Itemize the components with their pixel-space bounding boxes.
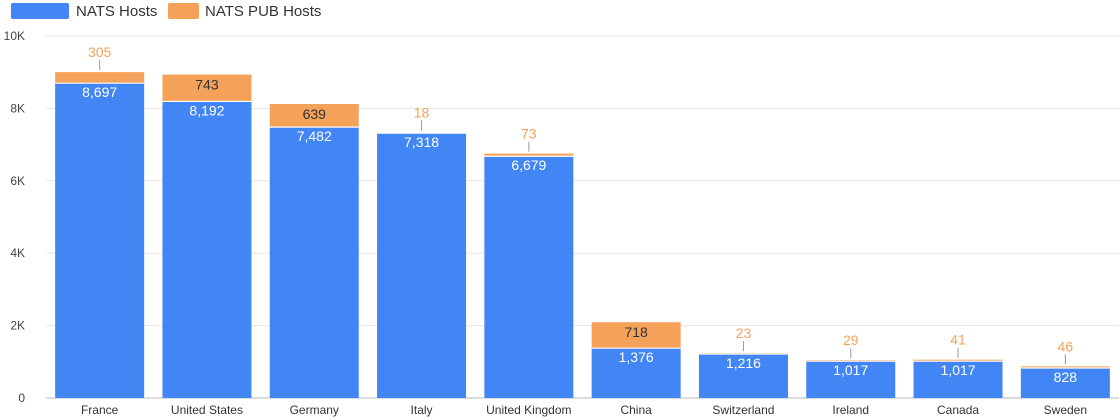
data-label-nats-pub-hosts: 718 xyxy=(624,324,648,340)
bar-nats-hosts[interactable] xyxy=(806,361,896,398)
bar-nats-hosts[interactable] xyxy=(1020,368,1110,398)
bar-nats-hosts[interactable] xyxy=(269,127,359,398)
bar-nats-hosts[interactable] xyxy=(162,101,252,399)
bar-nats-hosts[interactable] xyxy=(913,361,1003,398)
bar-nats-pub-hosts[interactable] xyxy=(913,359,1003,362)
y-tick-label: 6K xyxy=(10,174,25,188)
bar-nats-hosts[interactable] xyxy=(484,156,574,398)
bar-nats-hosts[interactable] xyxy=(591,348,681,398)
y-tick-label: 2K xyxy=(10,319,25,333)
x-tick-label-switzerland: Switzerland xyxy=(712,403,774,417)
data-label-nats-hosts: 8,697 xyxy=(82,84,117,100)
x-tick-label-germany: Germany xyxy=(290,403,339,417)
bar-group-italy[interactable]: 7,318 18 xyxy=(377,104,467,399)
data-label-nats-pub-hosts: 743 xyxy=(195,77,219,93)
x-tick-label-united-states: United States xyxy=(171,403,243,417)
data-label-nats-pub-hosts: 305 xyxy=(88,44,112,60)
data-label-nats-hosts: 1,017 xyxy=(833,362,868,378)
bar-group-france[interactable]: 8,697 305 xyxy=(55,44,145,398)
legend-swatch-nats-hosts xyxy=(11,3,69,19)
bar-group-germany[interactable]: 7,482 639 xyxy=(269,104,359,398)
data-label-nats-hosts: 828 xyxy=(1054,369,1078,385)
bar-nats-pub-hosts[interactable] xyxy=(162,74,252,102)
legend: NATS Hosts NATS PUB Hosts xyxy=(11,3,321,20)
x-tick-label-china: China xyxy=(620,403,652,417)
bar-group-sweden[interactable]: 828 46 xyxy=(1020,338,1110,398)
data-label-nats-hosts: 6,679 xyxy=(511,157,546,173)
legend-swatch-nats-pub-hosts xyxy=(168,3,199,19)
bar-group-ireland[interactable]: 1,017 29 xyxy=(806,332,896,398)
bar-nats-hosts[interactable] xyxy=(698,353,788,398)
x-tick-label-ireland: Ireland xyxy=(832,403,869,417)
bar-nats-hosts[interactable] xyxy=(377,133,467,399)
data-label-nats-hosts: 7,318 xyxy=(404,134,439,150)
bar-group-china[interactable]: 1,376 718 xyxy=(591,322,681,398)
y-tick-label: 4K xyxy=(10,246,25,260)
data-label-nats-pub-hosts: 41 xyxy=(950,332,966,348)
data-label-nats-hosts: 7,482 xyxy=(297,128,332,144)
y-tick-label: 0 xyxy=(18,391,25,405)
data-label-nats-pub-hosts: 639 xyxy=(303,106,327,122)
bar-group-united-kingdom[interactable]: 6,679 73 xyxy=(484,126,574,398)
data-label-nats-hosts: 1,017 xyxy=(941,362,976,378)
legend-label-nats-hosts: NATS Hosts xyxy=(76,3,157,20)
x-tick-label-united-kingdom: United Kingdom xyxy=(486,403,571,417)
y-tick-label: 8K xyxy=(10,101,25,115)
x-axis: France United States Germany Italy United Ki… xyxy=(81,403,1087,417)
data-label-nats-pub-hosts: 18 xyxy=(414,104,430,120)
bars: 8,697 305 8,192 743 7,482 639 7,318 18 6,679 73 1,… xyxy=(55,44,1110,399)
data-label-nats-hosts: 1,216 xyxy=(726,355,761,371)
legend-item-nats-hosts[interactable]: NATS Hosts xyxy=(11,3,157,20)
legend-label-nats-pub-hosts: NATS PUB Hosts xyxy=(205,3,321,20)
bar-nats-pub-hosts[interactable] xyxy=(1020,366,1110,369)
y-tick-label: 10K xyxy=(4,29,25,43)
bar-nats-hosts[interactable] xyxy=(55,83,145,398)
y-axis: 0 2K 4K 6K 8K 10K xyxy=(4,29,26,405)
bar-nats-pub-hosts[interactable] xyxy=(591,322,681,349)
bar-nats-pub-hosts[interactable] xyxy=(269,104,359,128)
bar-group-canada[interactable]: 1,017 41 xyxy=(913,332,1003,398)
data-label-nats-hosts: 1,376 xyxy=(619,349,654,365)
data-label-nats-pub-hosts: 29 xyxy=(843,332,859,348)
bar-group-united-states[interactable]: 8,192 743 xyxy=(162,74,252,399)
data-label-nats-pub-hosts: 73 xyxy=(521,126,537,142)
legend-item-nats-pub-hosts[interactable]: NATS PUB Hosts xyxy=(168,3,321,20)
data-label-nats-pub-hosts: 46 xyxy=(1058,338,1074,354)
x-tick-label-italy: Italy xyxy=(411,403,433,417)
data-label-nats-hosts: 8,192 xyxy=(189,102,224,118)
data-label-nats-pub-hosts: 23 xyxy=(736,325,752,341)
x-tick-label-sweden: Sweden xyxy=(1044,403,1087,417)
bar-nats-pub-hosts[interactable] xyxy=(55,72,145,84)
bar-group-switzerland[interactable]: 1,216 23 xyxy=(698,325,788,398)
x-tick-label-canada: Canada xyxy=(937,403,979,417)
x-tick-label-france: France xyxy=(81,403,119,417)
bar-nats-pub-hosts[interactable] xyxy=(484,153,574,157)
